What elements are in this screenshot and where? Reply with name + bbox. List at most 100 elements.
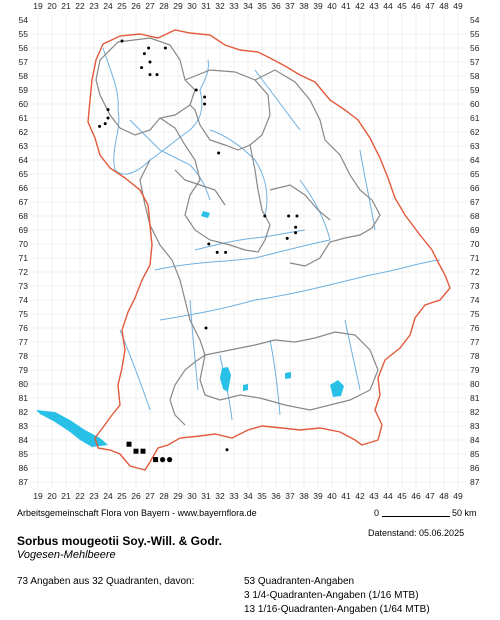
credit-text: Arbeitsgemeinschaft Flora von Bayern - w…	[17, 508, 257, 518]
record-dot-marker	[106, 116, 110, 120]
row-label: 62	[19, 127, 29, 137]
column-label: 32	[215, 1, 225, 11]
row-label: 70	[470, 239, 480, 249]
record-dot-marker	[295, 214, 299, 218]
record-dot-marker	[287, 214, 291, 218]
row-label: 81	[470, 393, 480, 403]
row-label: 83	[470, 421, 480, 431]
row-label: 63	[470, 141, 480, 151]
column-label: 41	[341, 491, 351, 500]
record-dot-marker	[263, 214, 267, 218]
row-label: 69	[19, 225, 29, 235]
row-label: 57	[19, 57, 29, 67]
column-label: 24	[103, 491, 113, 500]
column-label: 45	[397, 1, 407, 11]
distribution-map: 19 20 21 22 23 24 25 26 27 28 29 30 31 32 33 34 35 36 37 38…	[19, 1, 480, 500]
column-label: 22	[75, 1, 85, 11]
column-label: 24	[103, 1, 113, 11]
row-label: 72	[19, 267, 29, 277]
row-label: 80	[19, 379, 29, 389]
occurrence-records	[98, 39, 299, 463]
record-square-marker	[140, 448, 146, 454]
grid-lines	[30, 14, 466, 497]
column-label: 29	[173, 1, 183, 11]
row-label: 75	[19, 309, 29, 319]
row-label: 87	[470, 477, 480, 487]
row-label: 73	[19, 281, 29, 291]
column-label: 45	[397, 491, 407, 500]
row-label: 63	[19, 141, 29, 151]
row-label: 74	[470, 295, 480, 305]
row-label: 71	[19, 253, 29, 263]
scale-end-label: 50 km	[452, 508, 477, 518]
grid-column-labels-top: 19 20 21 22 23 24 25 26 27 28 29 30 31 32 33 34 35 36 37 38…	[33, 1, 463, 11]
column-label: 36	[271, 491, 281, 500]
record-dot-marker	[147, 46, 151, 50]
grid-row-labels-left: 54 55 56 57 58 59 60 61 62 63 64 65 66 67 68 69 70 71 72 73…	[19, 15, 29, 487]
record-dot-marker	[194, 88, 198, 92]
row-label: 65	[470, 169, 480, 179]
row-label: 58	[470, 71, 480, 81]
row-label: 71	[470, 253, 480, 263]
record-dot-marker	[142, 52, 146, 56]
column-label: 47	[425, 491, 435, 500]
row-label: 62	[470, 127, 480, 137]
column-label: 26	[131, 1, 141, 11]
row-label: 64	[470, 155, 480, 165]
column-label: 42	[355, 1, 365, 11]
column-label: 32	[215, 491, 225, 500]
column-label: 27	[145, 491, 155, 500]
row-label: 59	[19, 85, 29, 95]
row-label: 59	[470, 85, 480, 95]
row-label: 61	[19, 113, 29, 123]
record-dot-marker	[103, 122, 107, 126]
row-label: 79	[470, 365, 480, 375]
row-label: 56	[470, 43, 480, 53]
stat-sixteenth-quadrant: 13 1/16-Quadranten-Angaben (1/64 MTB)	[244, 604, 430, 615]
column-label: 38	[299, 491, 309, 500]
stat-quarter-quadrant: 3 1/4-Quadranten-Angaben (1/16 MTB)	[244, 590, 419, 601]
column-label: 37	[285, 491, 295, 500]
record-dot-marker	[140, 66, 144, 70]
row-label: 86	[470, 463, 480, 473]
record-dot-marker	[98, 124, 102, 128]
row-label: 78	[19, 351, 29, 361]
row-label: 87	[19, 477, 29, 487]
column-label: 27	[145, 1, 155, 11]
record-dot-marker	[225, 448, 229, 452]
row-label: 67	[19, 197, 29, 207]
row-label: 54	[19, 15, 29, 25]
record-dot-marker	[224, 250, 228, 254]
column-label: 33	[229, 491, 239, 500]
column-label: 43	[369, 1, 379, 11]
row-label: 84	[19, 435, 29, 445]
state-border	[87, 29, 451, 471]
column-label: 39	[313, 491, 323, 500]
common-name: Vogesen-Mehlbeere	[17, 549, 116, 561]
row-label: 66	[19, 183, 29, 193]
grid-column-labels-bottom: 19 20 21 22 23 24 25 26 27 28 29 30 31 32 33 34 35 36 37 38…	[33, 491, 463, 500]
record-dot-marker	[160, 457, 166, 463]
column-label: 39	[313, 1, 323, 11]
row-label: 61	[470, 113, 480, 123]
row-label: 69	[470, 225, 480, 235]
column-label: 46	[411, 491, 421, 500]
row-label: 72	[470, 267, 480, 277]
column-label: 30	[187, 491, 197, 500]
column-label: 33	[229, 1, 239, 11]
row-label: 68	[19, 211, 29, 221]
column-label: 28	[159, 1, 169, 11]
record-dot-marker	[215, 250, 219, 254]
row-label: 66	[470, 183, 480, 193]
column-label: 46	[411, 1, 421, 11]
row-label: 85	[19, 449, 29, 459]
record-summary: 73 Angaben aus 32 Quadranten, davon:	[17, 576, 195, 587]
column-label: 44	[383, 491, 393, 500]
row-label: 73	[470, 281, 480, 291]
column-label: 40	[327, 491, 337, 500]
row-label: 78	[470, 351, 480, 361]
record-dot-marker	[148, 60, 152, 64]
scale-bar	[382, 516, 450, 517]
row-label: 82	[470, 407, 480, 417]
column-label: 31	[201, 491, 211, 500]
